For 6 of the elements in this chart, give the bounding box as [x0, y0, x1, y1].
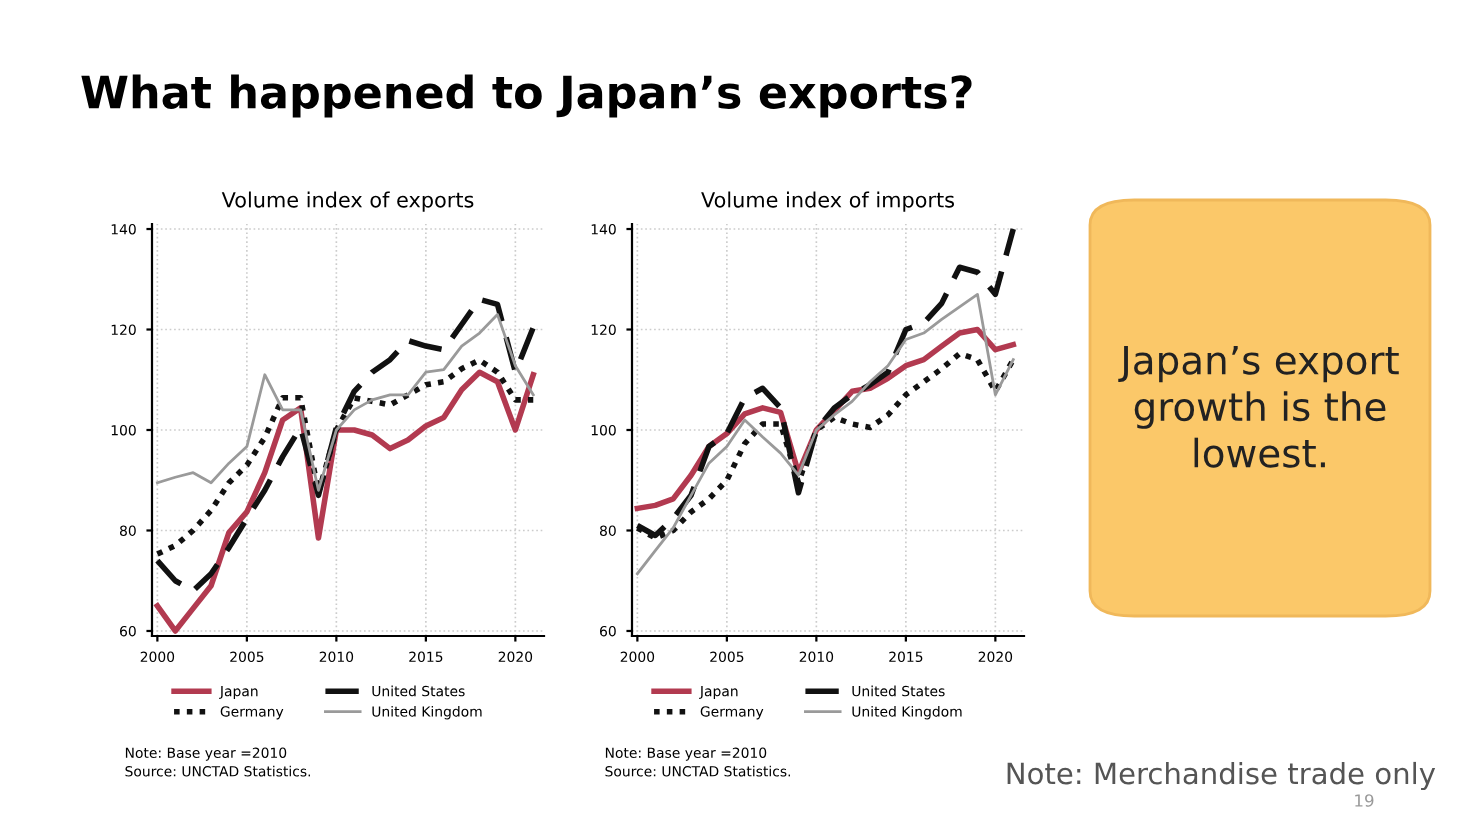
chart-title: Volume index of imports	[701, 191, 955, 212]
text: Japan’s export growth is the lowest.	[1118, 345, 1399, 468]
text: What happened to Japan’s exports?	[81, 74, 972, 118]
chart-title: Volume index of exports	[221, 191, 474, 212]
text: Note: Merchandise trade only	[1007, 761, 1436, 791]
text: 19	[1355, 794, 1374, 807]
